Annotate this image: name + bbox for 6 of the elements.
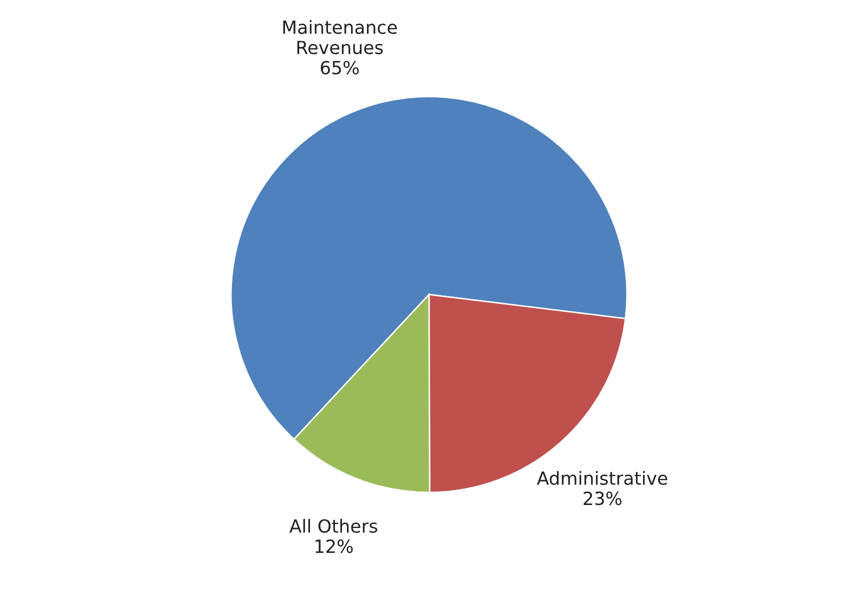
slice-label: Maintenance Revenues — [283, 20, 397, 54]
slice-label: All Others — [289, 518, 378, 533]
slice-label: Administrative — [536, 471, 668, 485]
data-label: 12% — [316, 539, 353, 554]
data-label: 65% — [320, 60, 359, 74]
data-label: 23% — [584, 492, 622, 506]
